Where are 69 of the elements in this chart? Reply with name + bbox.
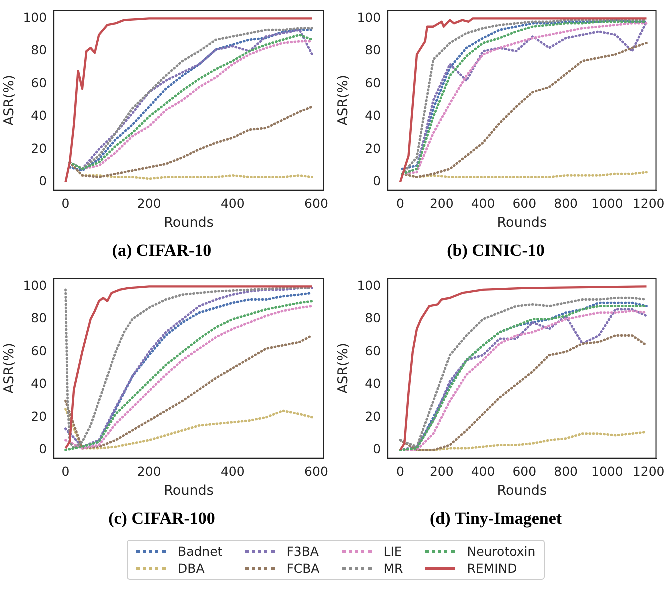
y-tick-label: 80 <box>31 42 48 58</box>
y-tick-label: 60 <box>31 343 48 358</box>
x-axis-title: Rounds <box>497 215 548 231</box>
legend-label: MR <box>384 561 404 576</box>
legend-label: Neurotoxin <box>467 544 536 559</box>
y-tick-label: 80 <box>31 310 48 326</box>
x-tick-label: 0 <box>396 464 404 480</box>
x-tick-label: 400 <box>220 196 245 212</box>
text: (d) Tiny-Imagenet <box>430 509 562 528</box>
x-tick-label: 200 <box>430 196 454 212</box>
y-tick-label: 40 <box>31 108 48 124</box>
x-axis-title: Rounds <box>497 483 548 499</box>
legend-label: F3BA <box>286 544 319 559</box>
x-tick-label: 0 <box>62 464 70 480</box>
y-axis-title: ASR(%) <box>2 343 18 394</box>
y-tick-label: 20 <box>365 408 382 424</box>
x-tick-label: 1200 <box>632 464 665 480</box>
y-tick-label: 0 <box>39 441 48 456</box>
y-tick-label: 100 <box>23 10 48 25</box>
y-tick-label: 60 <box>365 343 382 358</box>
x-tick-label: 600 <box>512 196 537 212</box>
x-tick-label: 1000 <box>592 196 624 212</box>
x-tick-label: 0 <box>396 196 404 212</box>
line-series <box>64 334 314 450</box>
legend-label: FCBA <box>286 561 320 576</box>
y-axis-title: ASR(%) <box>336 343 352 394</box>
y-tick-label: 80 <box>365 310 382 326</box>
legend-label: Badnet <box>178 544 223 559</box>
y-tick-label: 20 <box>31 140 48 156</box>
text: (a) CIFAR-10 <box>112 241 212 260</box>
x-tick-label: 600 <box>512 464 537 480</box>
x-tick-label: 400 <box>471 464 496 480</box>
x-tick-label: 800 <box>554 196 578 212</box>
line-series <box>68 106 314 179</box>
x-axis-title: Rounds <box>164 215 214 231</box>
x-tick-label: 200 <box>430 464 454 480</box>
y-tick-label: 60 <box>365 75 382 90</box>
x-tick-label: 600 <box>304 464 328 480</box>
y-tick-label: 0 <box>373 173 382 188</box>
x-tick-label: 400 <box>220 464 245 480</box>
legend-label: LIE <box>384 544 402 559</box>
legend-label: DBA <box>178 561 205 576</box>
x-tick-label: 1200 <box>632 196 665 212</box>
line-series <box>64 408 314 450</box>
x-tick-label: 400 <box>471 196 496 212</box>
y-tick-label: 20 <box>365 140 382 156</box>
y-tick-label: 0 <box>39 173 48 188</box>
y-tick-label: 40 <box>365 376 382 392</box>
y-tick-label: 80 <box>365 42 382 58</box>
x-tick-label: 0 <box>62 196 70 212</box>
legend-label: REMIND <box>467 561 518 576</box>
y-tick-label: 0 <box>373 441 382 456</box>
x-axis-title: Rounds <box>164 483 214 499</box>
text: (c) CIFAR-100 <box>108 509 216 528</box>
y-tick-label: 40 <box>365 108 382 124</box>
y-tick-label: 40 <box>31 376 48 392</box>
x-tick-label: 1000 <box>592 464 624 480</box>
y-tick-label: 100 <box>23 278 48 293</box>
y-axis-title: ASR(%) <box>336 75 352 126</box>
y-tick-label: 60 <box>31 75 48 90</box>
y-tick-label: 20 <box>31 408 48 424</box>
text: (b) CINIC-10 <box>447 241 545 260</box>
x-tick-label: 200 <box>137 196 162 212</box>
x-tick-label: 200 <box>137 464 162 480</box>
x-tick-label: 800 <box>554 464 578 480</box>
x-tick-label: 600 <box>304 196 328 212</box>
y-tick-label: 100 <box>357 10 382 25</box>
y-axis-title: ASR(%) <box>2 75 18 126</box>
y-tick-label: 100 <box>357 278 382 293</box>
